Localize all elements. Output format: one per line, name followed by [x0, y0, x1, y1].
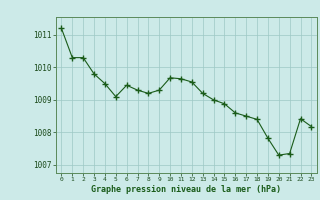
- X-axis label: Graphe pression niveau de la mer (hPa): Graphe pression niveau de la mer (hPa): [92, 185, 281, 194]
